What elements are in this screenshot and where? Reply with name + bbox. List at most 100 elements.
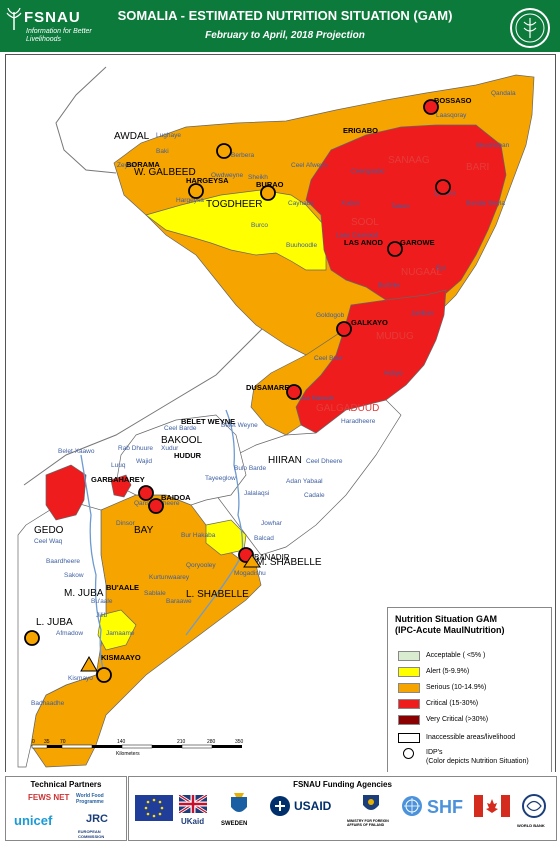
label-mudug: MUDUG [376,331,414,342]
district-berbera: Berbera [231,152,255,159]
legend-box: Nutrition Situation GAM (IPC-Acute MaulN… [387,607,552,772]
scale-tick-140: 140 [117,739,126,745]
legend-title: Nutrition Situation GAM (IPC-Acute MaulN… [395,614,545,636]
district-tayeeglow: Tayeeglow [205,475,236,482]
technical-partners-heading: Technical Partners [30,780,102,789]
finland-crest-icon [363,795,379,810]
legend-swatch-inaccessible [398,733,420,743]
funder-sweden: SWEDEN [221,821,248,827]
district-laas-caanood: Laas Caanood [336,232,379,239]
district-baraawe: Baraawe [166,598,192,605]
region-inaccessible-sw [17,499,107,768]
district-dhusa-mareeb: Dhusa Mareeb [291,395,334,402]
funder-usaid: USAID [294,799,332,813]
region-critical-bay [110,474,132,498]
label-gedo: GEDO [34,525,64,536]
legend-row-acceptable: Acceptable ( <5% ) [398,650,548,662]
district-jalalaqsi: Jalalaqsi [244,490,269,497]
scale-tick-210: 210 [177,739,186,745]
partner-jrc: JRC [86,813,109,825]
label-togdheer: TOGDHEER [206,199,263,210]
town-garowe: GAROWE [400,238,435,247]
marker-mogadishu-triangle [243,554,261,568]
town-galkayo: GALKAYO [351,318,388,327]
eu-flag-icon [135,795,173,821]
town-dusamareb: DUSAMAREB [246,383,295,392]
district-luuq: Luuq [111,462,126,469]
district-dinsor: Dinsor [116,520,136,527]
header-bar: FSNAU Information for Better Livelihoods… [0,0,560,52]
town-buaale: BU'AALE [106,583,139,592]
sweden-crest-icon [231,793,247,812]
scale-tick-280: 280 [207,739,216,745]
district-adan-yabaal: Adan Yabaal [286,478,323,485]
legend-label-idp-line1: IDP's [426,749,443,756]
technical-partners-box: Technical Partners FEWS NET World Food P… [5,776,127,841]
funding-agencies-box: FSNAU Funding Agencies UKaid SWEDEN USAI… [128,776,557,841]
district-ceel-waq: Ceel Waq [34,538,63,545]
scale-tick-70: 70 [60,739,66,745]
partner-unicef: unicef [14,813,53,828]
district-balcad: Balcad [254,535,274,542]
idp-bossaso [423,99,439,115]
partner-wfp: World Food Programme [76,793,104,805]
district-odweyne: Owdweyne [211,172,244,179]
district-wajid: Wajid [136,458,152,465]
district-ceel-buur: Ceel Buur [314,355,344,362]
district-adale: Cadale [304,492,325,499]
idp-garowe [387,241,403,257]
district-laasqoray: Laasqoray [436,112,467,119]
usaid-seal-icon [270,796,290,816]
idp-hargeysa [188,183,204,199]
region-alert-togdheer [145,189,327,271]
legend-label-idp-line2: (Color depicts Nutrition Situation) [426,758,529,765]
district-hobyo: Hobyo [384,370,403,377]
fsnau-logo: FSNAU Information for Better Livelihoods [6,6,116,46]
legend-row-serious: Serious (10-14.9%) [398,682,548,694]
district-xudun: Xudun [341,200,360,207]
district-lughaye: Lughaye [156,132,181,139]
district-iskushuban: Iskushuban [476,142,510,149]
org-name: FSNAU [24,9,81,26]
label-nugaal: NUGAAL [401,267,443,278]
district-ceel-dheere: Ceel Dheere [306,458,343,465]
label-m-shabelle: M. SHABELLE [256,557,322,568]
legend-swatch-critical [398,699,420,709]
idp-berbera [216,143,232,159]
legend-swatch-serious [398,683,420,693]
town-hargeysa: HARGEYSA [186,176,229,185]
partner-fews-net: FEWS NET [28,793,70,802]
district-jowhar: Jowhar [261,520,283,527]
district-burco: Burco [251,222,268,229]
legend-label-critical: Critical (15-30%) [426,700,479,707]
district-jilib: Jilib [96,612,108,619]
district-buuhoodle: Buuhoodle [286,242,317,249]
legend-label-alert: Alert (5-9.9%) [426,668,470,675]
scale-tick-0: 0 [32,739,35,745]
district-badhaadhe: Badhaadhe [31,700,65,707]
legend-swatch-alert [398,667,420,677]
town-las-anod: LAS ANOD [344,238,383,247]
map-title: SOMALIA - ESTIMATED NUTRITION SITUATION … [117,8,453,23]
district-baardheere: Baardheere [46,558,80,565]
legend-label-inaccessible: Inaccessible areas/livelihood [426,734,516,741]
idp-dhobley [24,630,40,646]
legend-row-very-critical: Very Critical (>30%) [398,714,548,726]
idp-baidoa-2 [138,485,154,501]
district-kurtunwaarey: Kurtunwaarey [149,574,190,581]
idp-kismayo [96,667,112,683]
district-bandar-beyla: Bandar Beyla [466,200,505,207]
funder-finland: MINISTRY FOR FOREIGN AFFAIRS OF FINLAND [347,819,389,827]
region-serious-central [250,329,345,436]
district-belet-xaawo: Belet Xaawo [58,448,95,455]
town-garbaharey: GARBAHAREY [91,475,145,484]
legend-label-serious: Serious (10-14.9%) [426,684,487,691]
district-jariiban: Jariiban [411,310,434,317]
district-rab-dhuure: Rab Dhuure [118,445,153,452]
district-zeila: Zeylac [117,162,137,169]
district-qoryooley: Qoryooley [186,562,216,569]
district-eyl: Eyl [436,265,446,272]
district-sablale: Sablale [144,590,166,597]
partner-european-commission: EUROPEAN COMMISSION [78,829,105,839]
district-qandala: Qandala [491,90,516,97]
